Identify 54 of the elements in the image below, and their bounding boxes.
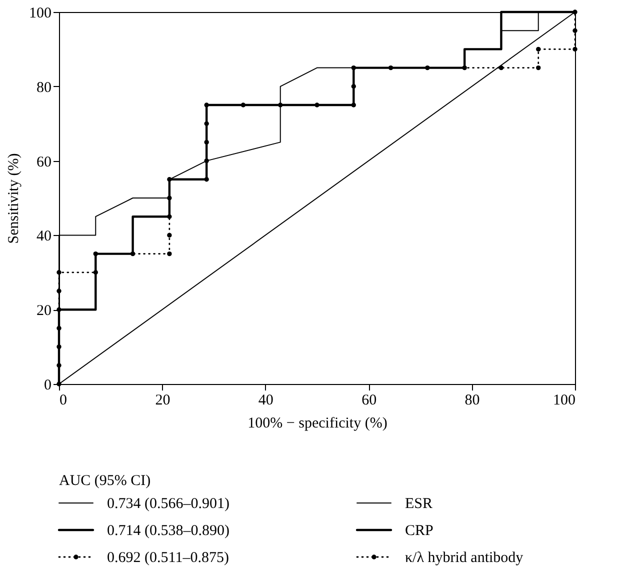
y-tick-label: 20 xyxy=(36,303,52,320)
point xyxy=(536,46,541,52)
point xyxy=(351,102,356,108)
point xyxy=(56,344,62,350)
point xyxy=(167,177,172,182)
point xyxy=(240,102,246,108)
point xyxy=(572,46,578,52)
point xyxy=(351,84,356,89)
point xyxy=(204,121,209,126)
point xyxy=(130,251,136,256)
legend-label: CRP xyxy=(405,523,434,539)
y-tick-label: 80 xyxy=(36,80,52,96)
x-tick-label: 20 xyxy=(155,392,170,408)
point xyxy=(167,196,172,200)
x-tick-label: 60 xyxy=(362,392,377,408)
point xyxy=(93,251,98,256)
point xyxy=(351,65,356,70)
point xyxy=(56,326,62,331)
legend-label: ESR xyxy=(405,496,433,512)
y-tick-label: 100 xyxy=(29,6,52,22)
point xyxy=(167,232,172,238)
x-tick-label: 0 xyxy=(60,392,67,408)
point xyxy=(204,102,209,108)
point xyxy=(56,363,62,368)
point xyxy=(56,270,62,275)
point xyxy=(425,65,430,70)
point xyxy=(167,214,172,219)
point xyxy=(204,140,209,145)
y-tick-label: 60 xyxy=(36,154,52,170)
text: 0.734 (0.566–0.901) xyxy=(107,496,230,512)
text: 0.714 (0.538–0.890) xyxy=(107,523,230,539)
point xyxy=(278,102,283,108)
point xyxy=(167,251,172,256)
point xyxy=(462,65,467,70)
x-tick-label: 40 xyxy=(258,392,274,408)
y-tick-label: 0 xyxy=(44,378,52,394)
y-tick-label: 40 xyxy=(36,228,52,245)
point xyxy=(204,177,209,182)
point xyxy=(498,65,504,70)
x-axis-title: 100% − specificity (%) xyxy=(248,416,388,432)
text: 0.692 (0.511–0.875) xyxy=(107,550,229,566)
x-tick-label: 100 xyxy=(553,392,576,408)
point xyxy=(536,65,541,70)
point xyxy=(388,65,394,70)
point xyxy=(314,102,320,108)
x-tick-label: 80 xyxy=(464,392,480,408)
y-axis-title: Sensitivity (%) xyxy=(6,153,22,244)
point xyxy=(204,158,209,164)
point xyxy=(56,307,62,312)
point xyxy=(572,28,578,33)
legend-label: κ/λ hybrid antibody xyxy=(405,550,524,566)
point xyxy=(93,270,98,275)
legend-title: AUC (95% CI) xyxy=(59,473,151,489)
point xyxy=(56,288,62,294)
